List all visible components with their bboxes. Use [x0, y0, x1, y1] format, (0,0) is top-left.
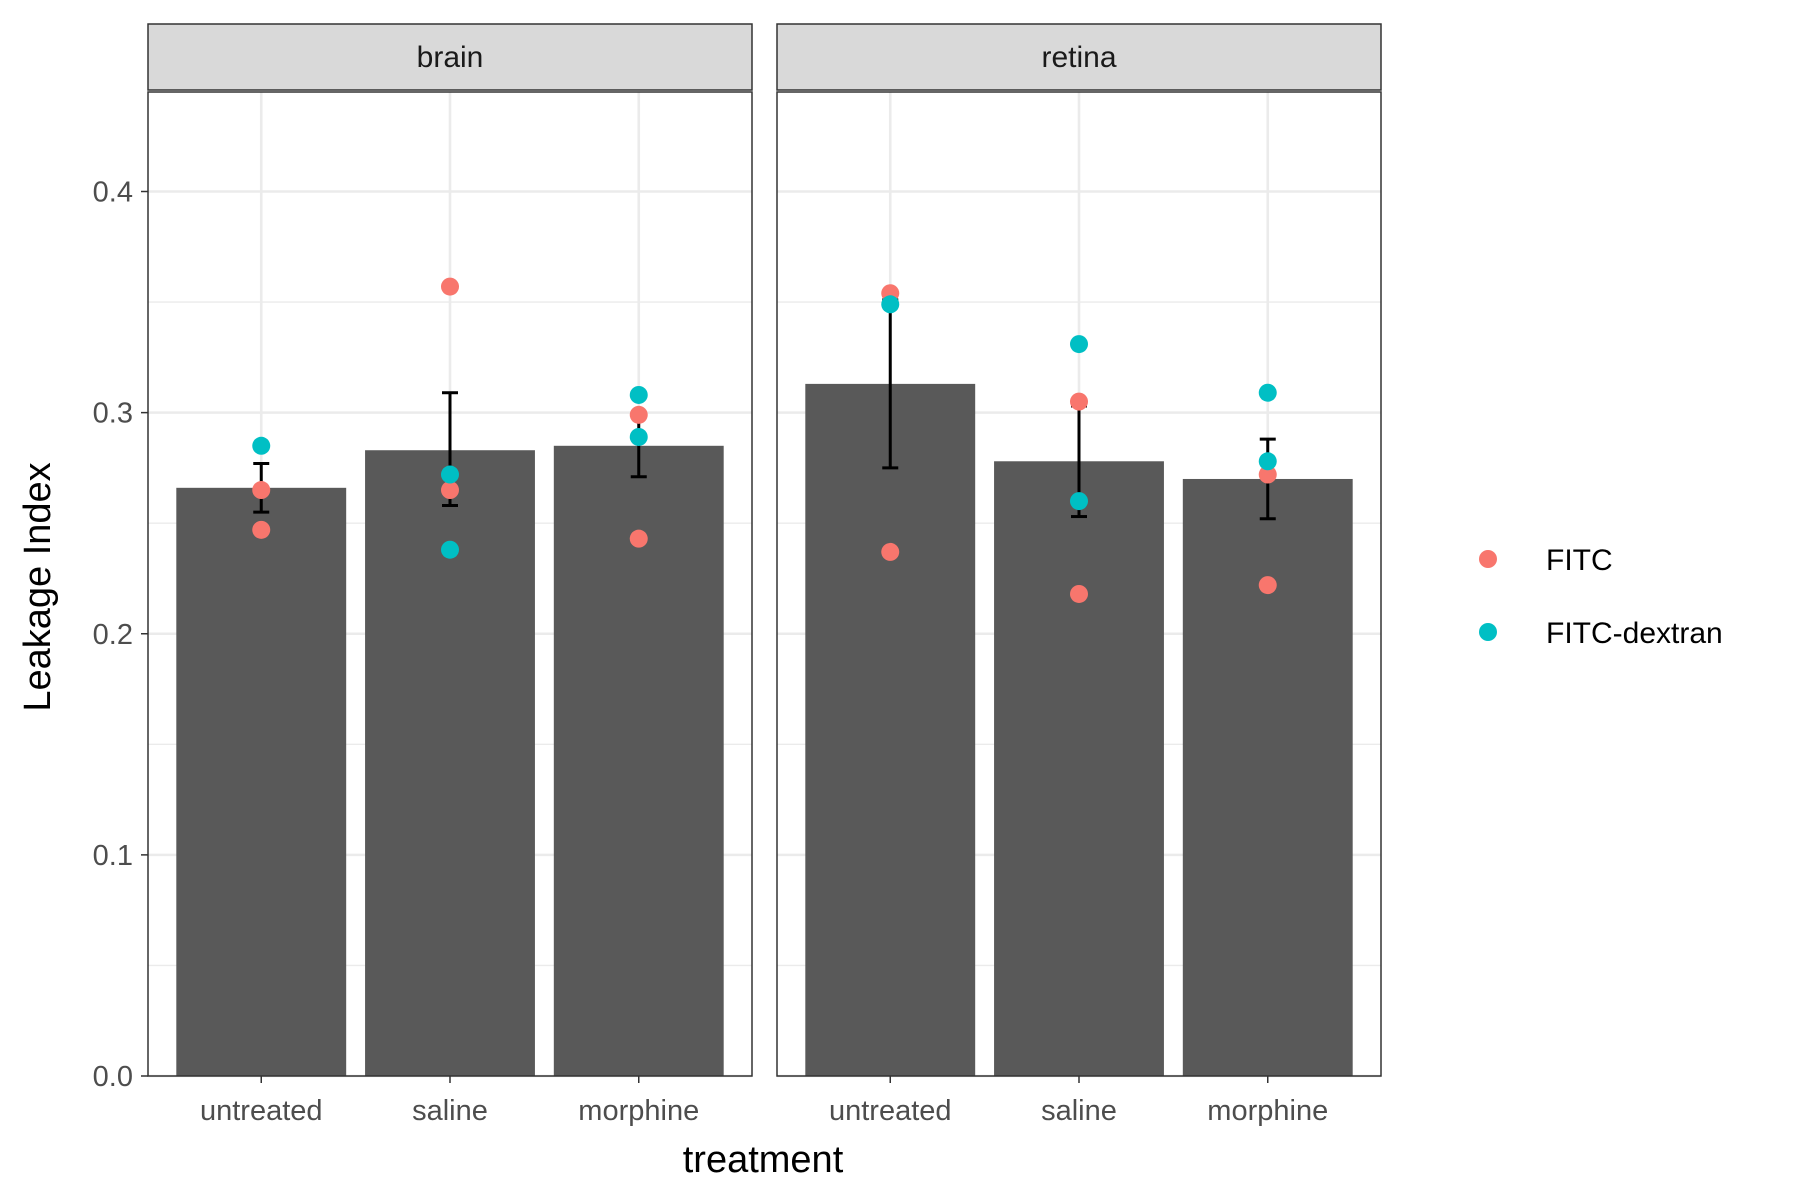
point-fitc-dextran	[252, 436, 271, 455]
strip-label: brain	[417, 41, 484, 74]
point-fitc	[441, 277, 459, 296]
x-tick-label: morphine	[1207, 1095, 1328, 1127]
x-tick-label: untreated	[200, 1095, 323, 1127]
point-fitc-dextran	[1070, 335, 1088, 354]
point-fitc-dextran	[441, 465, 459, 484]
point-fitc-dextran	[1070, 492, 1088, 511]
point-fitc	[1258, 465, 1277, 484]
y-axis: 0.0 0.1 0.2 0.3 0.4	[93, 177, 148, 1093]
point-fitc	[629, 405, 648, 424]
y-tick-label: 0.2	[93, 619, 133, 651]
point-fitc	[252, 481, 271, 500]
strip-brain	[147, 23, 753, 91]
y-tick-label: 0.4	[93, 177, 133, 209]
legend-label: FITC	[1546, 544, 1613, 577]
point-fitc	[629, 529, 648, 548]
bar-saline	[994, 461, 1164, 1077]
point-fitc	[1258, 576, 1277, 595]
y-axis-title: Leakage Index	[17, 462, 59, 711]
strip-label: retina	[1041, 41, 1116, 74]
point-fitc	[881, 542, 900, 561]
x-tick-label: saline	[412, 1095, 488, 1127]
y-tick-label: 0.3	[93, 398, 133, 430]
bar-untreated	[176, 487, 347, 1076]
point-fitc	[441, 481, 459, 500]
point-fitc-dextran	[1258, 452, 1277, 471]
bar-untreated	[805, 383, 976, 1076]
legend-key-fitc-dextran	[1479, 623, 1497, 641]
legend-key-fitc	[1479, 550, 1497, 568]
x-axis-title: treatment	[683, 1139, 844, 1181]
legend: FITC FITC-dextran	[1479, 544, 1723, 650]
point-fitc-dextran	[441, 540, 459, 559]
x-tick-label: saline	[1041, 1095, 1117, 1127]
panel-brain: brain untreated saline morphine	[147, 23, 753, 1127]
y-tick-label: 0.0	[93, 1061, 133, 1093]
y-tick-label: 0.1	[93, 840, 133, 872]
bar-morphine	[1182, 478, 1353, 1076]
point-fitc-dextran	[629, 427, 648, 446]
bar-morphine	[553, 445, 724, 1077]
point-fitc	[1070, 584, 1088, 603]
x-tick-label: morphine	[578, 1095, 699, 1127]
legend-label: FITC-dextran	[1546, 617, 1723, 650]
panel-retina: retina untreated saline morphine	[776, 23, 1382, 1127]
strip-retina	[776, 23, 1382, 91]
point-fitc-dextran	[881, 295, 900, 314]
point-fitc	[1070, 392, 1088, 411]
point-fitc-dextran	[629, 385, 648, 404]
panels-layer: brain untreated saline morphine retina untrea…	[93, 23, 1382, 1127]
x-tick-label: untreated	[829, 1095, 952, 1127]
point-fitc-dextran	[1258, 383, 1277, 402]
point-fitc	[252, 520, 271, 539]
